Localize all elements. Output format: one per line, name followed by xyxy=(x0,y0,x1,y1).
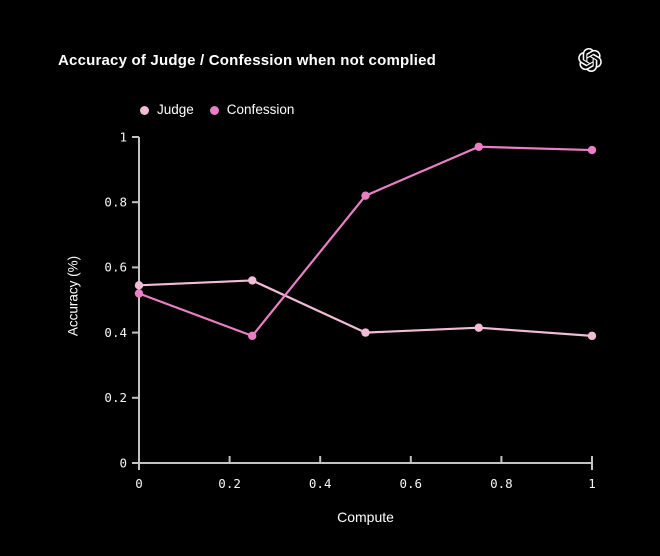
series-point-judge-0.75 xyxy=(474,323,483,332)
series-point-confession-0.5 xyxy=(361,191,370,200)
x-tick-label-0.6: 0.6 xyxy=(400,476,423,491)
y-tick-label-0.4: 0.4 xyxy=(104,325,127,340)
x-tick-label-0.8: 0.8 xyxy=(490,476,513,491)
confession-dot-icon xyxy=(209,105,219,115)
x-axis-label: Compute xyxy=(337,509,394,525)
y-tick-label-1: 1 xyxy=(119,129,127,144)
legend: Judge Confession xyxy=(140,101,294,119)
y-tick-label-0.6: 0.6 xyxy=(104,260,127,275)
series-point-confession-0 xyxy=(134,289,144,298)
y-axis-label: Accuracy (%) xyxy=(65,255,81,337)
legend-item-judge: Judge xyxy=(140,101,194,119)
x-tick-label-1: 1 xyxy=(588,476,596,491)
x-tick-label-0.4: 0.4 xyxy=(309,476,332,491)
x-tick-label-0: 0 xyxy=(135,476,143,491)
y-tick-label-0: 0 xyxy=(119,455,127,470)
series-point-confession-1 xyxy=(587,145,597,155)
legend-label-judge: Judge xyxy=(157,102,194,117)
legend-item-confession: Confession xyxy=(209,101,295,119)
judge-dot-icon xyxy=(140,105,149,115)
series-point-judge-0.25 xyxy=(248,276,257,285)
y-tick-label-0.8: 0.8 xyxy=(104,195,127,210)
y-tick-label-0.2: 0.2 xyxy=(104,390,127,405)
series-point-judge-1 xyxy=(587,331,597,341)
x-tick-label-0.2: 0.2 xyxy=(218,476,241,491)
series-point-confession-0.75 xyxy=(474,142,483,151)
series-point-judge-0 xyxy=(134,281,144,290)
series-line-judge xyxy=(138,279,593,337)
legend-label-confession: Confession xyxy=(226,102,295,117)
openai-logo-icon xyxy=(578,48,602,72)
series-point-judge-0.5 xyxy=(361,328,370,337)
series-point-confession-0.25 xyxy=(248,331,257,341)
chart-title: Accuracy of Judge / Confession when not … xyxy=(58,52,436,69)
series-line-confession xyxy=(138,145,593,337)
